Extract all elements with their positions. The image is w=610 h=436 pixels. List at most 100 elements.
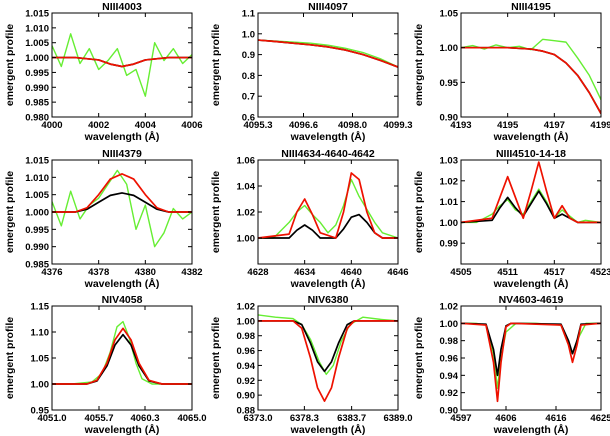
- x-axis-label: wavelength (Å): [493, 130, 569, 143]
- x-axis-label: wavelength (Å): [493, 423, 569, 436]
- series-model-red-line: [258, 320, 398, 402]
- x-tick-label: 4060.3: [130, 413, 159, 424]
- x-tick-label: 4055.7: [84, 413, 113, 424]
- x-tick-label: 6389.0: [383, 413, 412, 424]
- plot-frame: [257, 12, 399, 118]
- y-tick-label: 0.94: [440, 371, 459, 382]
- y-tick-label: 0.94: [237, 361, 256, 372]
- x-axis-label: wavelength (Å): [290, 277, 366, 290]
- y-tick-label: 0.90: [237, 391, 256, 402]
- y-tick-label: 1.00: [440, 43, 459, 54]
- y-axis-label: emergent profile: [210, 171, 222, 253]
- panel-title: NIII4634-4640-4642: [281, 148, 375, 160]
- panel-3: NIII4195 4193 4195 4197 4199 0.90 0.95 1.00 1.05…: [413, 1, 610, 143]
- y-axis-label: emergent profile: [413, 171, 425, 253]
- y-tick-label: 1.00: [237, 234, 256, 245]
- plot-frame: [257, 305, 399, 411]
- panel-8: NIV6380 6373.0 6378.3 6383.7 6389.0 0.88 0.90 0…: [210, 294, 413, 436]
- series-observed-line: [52, 33, 192, 97]
- y-tick-label: 1.000: [25, 208, 49, 219]
- series-model-black-line: [258, 320, 398, 373]
- y-tick-label: 1.000: [25, 53, 49, 64]
- series-model-black-line: [52, 192, 192, 213]
- y-tick-label: 0.990: [25, 242, 49, 253]
- x-axis-label: wavelength (Å): [493, 277, 569, 290]
- x-tick-label: 6373.0: [243, 413, 272, 424]
- panel-title: NIII4379: [102, 148, 142, 160]
- x-tick-label: 4511: [497, 267, 518, 278]
- series-model-red-line: [461, 46, 601, 114]
- x-axis-label: wavelength (Å): [84, 277, 160, 290]
- x-tick-label: 6383.7: [337, 413, 366, 424]
- y-tick-label: 1.15: [31, 302, 50, 313]
- y-tick-label: 1.00: [31, 380, 50, 391]
- plot-frame: [257, 159, 399, 265]
- plot-frame: [51, 12, 193, 118]
- y-axis-label: emergent profile: [413, 317, 425, 399]
- y-axis-label: emergent profile: [210, 24, 222, 106]
- y-axis-label: emergent profile: [413, 24, 425, 106]
- y-tick-label: 0.98: [237, 331, 256, 342]
- y-tick-label: 0.980: [25, 113, 49, 124]
- y-tick-label: 0.995: [25, 68, 49, 79]
- series-observed-line: [258, 314, 398, 376]
- y-tick-label: 0.995: [25, 225, 49, 236]
- panel-title: NIII4195: [511, 1, 551, 13]
- x-tick-label: 4000: [41, 120, 62, 131]
- plot-frame: [460, 159, 602, 265]
- y-tick-label: 0.95: [31, 406, 50, 417]
- series-model-black-line: [461, 190, 601, 224]
- y-tick-label: 0.990: [25, 83, 49, 94]
- x-tick-label: 4065.0: [177, 413, 206, 424]
- plot-frame: [460, 305, 602, 411]
- series-model-red-line: [258, 172, 398, 239]
- x-tick-label: 4376: [41, 267, 62, 278]
- panel-title: NIV4058: [102, 294, 143, 306]
- y-axis-label: emergent profile: [4, 171, 16, 253]
- y-tick-label: 1.05: [440, 9, 459, 20]
- x-tick-label: 4096.6: [289, 120, 318, 131]
- y-tick-label: 1.00: [440, 319, 459, 330]
- x-tick-label: 4004: [135, 120, 157, 131]
- x-tick-label: 4646: [387, 267, 408, 278]
- y-tick-label: 1.02: [237, 208, 256, 219]
- x-tick-label: 4002: [88, 120, 109, 131]
- x-tick-label: 4195: [497, 120, 519, 131]
- y-tick-label: 1.010: [25, 173, 49, 184]
- panel-title: NIV6380: [308, 294, 349, 306]
- y-tick-label: 1.04: [237, 182, 256, 193]
- x-tick-label: 4523: [590, 267, 610, 278]
- y-axis-label: emergent profile: [210, 317, 222, 399]
- panel-title: NIII4097: [308, 1, 348, 13]
- panel-title: NIII4510-14-18: [496, 148, 566, 160]
- panel-title: NIII4003: [102, 1, 142, 13]
- x-tick-label: 4006: [181, 120, 202, 131]
- series-model-red-line: [52, 173, 192, 213]
- x-tick-label: 4628: [247, 267, 268, 278]
- y-tick-label: 1.00: [237, 316, 256, 327]
- y-tick-label: 1.02: [440, 302, 459, 313]
- y-tick-label: 1.02: [440, 176, 459, 187]
- x-axis-label: wavelength (Å): [290, 423, 366, 436]
- series-model-red-line: [52, 56, 192, 68]
- y-tick-label: 1.010: [25, 23, 49, 34]
- panel-7: NIV4058 4051.0 4055.7 4060.3 4065.0 0.95 1.00 1…: [4, 294, 207, 436]
- series-model-red-line: [461, 161, 601, 224]
- x-tick-label: 4517: [544, 267, 565, 278]
- panel-6: NIII4510-14-18 4505 4511 4517 4523 0.99 1.00 1.…: [413, 148, 610, 290]
- y-tick-label: 1.00: [440, 218, 459, 229]
- y-tick-label: 1.01: [440, 197, 459, 208]
- y-tick-label: 0.6: [242, 113, 255, 124]
- panel-1: NIII4003 4000 4002 4004 4006 0.980 0.985 0.990 0…: [4, 1, 203, 143]
- y-tick-label: 1.03: [440, 156, 459, 167]
- x-axis-label: wavelength (Å): [84, 423, 160, 436]
- x-tick-label: 4606: [495, 413, 516, 424]
- x-tick-label: 4597: [450, 413, 471, 424]
- panel-5: NIII4634-4640-4642 4628 4634 4640 4646 1.00 1.…: [210, 148, 409, 290]
- series-observed-line: [258, 39, 398, 68]
- series-observed-line: [52, 169, 192, 248]
- y-tick-label: 1.06: [237, 156, 256, 167]
- x-tick-label: 4625: [590, 413, 610, 424]
- x-tick-label: 4382: [181, 267, 202, 278]
